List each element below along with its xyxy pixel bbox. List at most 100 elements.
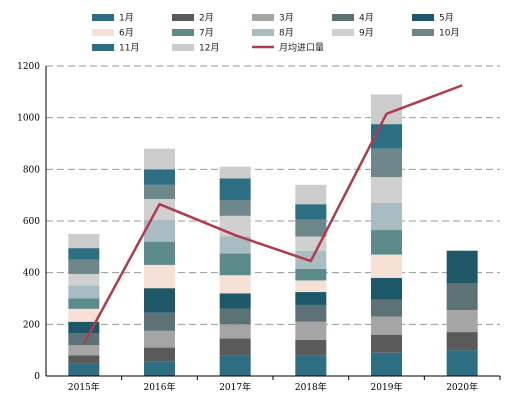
legend-swatch-2月 xyxy=(172,14,194,21)
legend-label-11月: 11月 xyxy=(119,43,139,54)
legend-swatch-10月 xyxy=(412,29,434,36)
legend-label-10月: 10月 xyxy=(439,28,459,39)
bar-2019年-1月 xyxy=(371,352,402,376)
bar-2016年-12月 xyxy=(144,148,175,170)
bar-2016年-10月 xyxy=(144,184,175,200)
bar-2017年-6月 xyxy=(219,275,251,294)
bar-2018年-12月 xyxy=(295,184,327,205)
line-月均进口量 xyxy=(82,84,463,345)
bar-2019年-9月 xyxy=(371,177,402,203)
bar-2017年-7月 xyxy=(219,253,251,276)
bar-2017年-10月 xyxy=(219,200,251,216)
bar-2015年-10月 xyxy=(68,259,100,274)
bar-2018年-1月 xyxy=(295,355,327,376)
legend-swatch-4月 xyxy=(332,14,354,21)
y-tick-label-400: 400 xyxy=(23,269,40,279)
bar-2016年-9月 xyxy=(144,199,175,220)
line-series xyxy=(82,84,463,345)
bar-2015年-2月 xyxy=(68,355,100,364)
x-tick-label-2016年: 2016年 xyxy=(144,381,176,393)
bar-2019年-2月 xyxy=(371,334,402,353)
bar-2018年-2月 xyxy=(295,339,327,356)
bar-2017年-5月 xyxy=(219,293,251,309)
bar-2016年-7月 xyxy=(144,241,175,265)
bar-2017年-2月 xyxy=(219,338,251,356)
x-tick-label-2020年: 2020年 xyxy=(446,381,478,393)
bar-2016年-8月 xyxy=(144,219,175,242)
bar-2016年-3月 xyxy=(144,330,175,348)
bar-2016年-4月 xyxy=(144,312,175,331)
bar-2020年-5月 xyxy=(446,250,478,283)
bar-2017年-12月 xyxy=(219,166,251,179)
legend-label-12月: 12月 xyxy=(199,43,219,54)
y-tick-label-1200: 1200 xyxy=(17,62,40,72)
bar-2015年-7月 xyxy=(68,298,100,309)
y-tick-label-600: 600 xyxy=(23,217,40,227)
x-tick-label-2015年: 2015年 xyxy=(68,381,100,393)
bar-2020年-3月 xyxy=(446,310,478,333)
bar-2020年-4月 xyxy=(446,283,478,311)
bar-2016年-2月 xyxy=(144,347,175,362)
bar-2019年-6月 xyxy=(371,254,402,278)
bar-2015年-11月 xyxy=(68,248,100,260)
bar-2015年-6月 xyxy=(68,308,100,322)
bar-2018年-3月 xyxy=(295,321,327,340)
legend-label-1月: 1月 xyxy=(119,13,134,24)
y-tick-label-200: 200 xyxy=(23,320,40,330)
bar-2017年-9月 xyxy=(219,215,251,237)
legend-swatch-12月 xyxy=(172,44,194,51)
bar-2020年-1月 xyxy=(446,350,478,376)
bar-2018年-11月 xyxy=(295,204,327,220)
bar-2018年-5月 xyxy=(295,292,327,305)
bar-2017年-4月 xyxy=(219,308,251,325)
bar-2015年-12月 xyxy=(68,233,100,249)
y-tick-label-800: 800 xyxy=(23,165,40,175)
bar-2019年-10月 xyxy=(371,148,402,178)
bar-2019年-5月 xyxy=(371,277,402,300)
bar-2018年-4月 xyxy=(295,304,327,322)
legend-label-2月: 2月 xyxy=(199,13,214,24)
legend-label-3月: 3月 xyxy=(279,13,294,24)
y-tick-label-1000: 1000 xyxy=(17,114,40,124)
bar-2015年-8月 xyxy=(68,285,100,299)
legend-label-5月: 5月 xyxy=(439,13,454,24)
legend-label-4月: 4月 xyxy=(359,13,374,24)
y-tick-label-0: 0 xyxy=(34,372,40,382)
legend-label-9月: 9月 xyxy=(359,28,374,39)
bar-2019年-7月 xyxy=(371,230,402,255)
axes: 0 200 400 600 800 1000 1200 2015年 2016年 2017年 2018… xyxy=(17,62,501,393)
legend-swatch-3月 xyxy=(252,14,274,21)
legend: 1月 2月 3月 4月 5月 6月 7月 8月 9月 10月 11月 12月 月均进口量 xyxy=(92,13,459,54)
bar-2017年-8月 xyxy=(219,236,251,254)
bar-2015年-9月 xyxy=(68,273,100,286)
legend-swatch-11月 xyxy=(92,44,114,51)
bar-2018年-6月 xyxy=(295,280,327,293)
bar-2017年-1月 xyxy=(219,355,251,376)
legend-label-7月: 7月 xyxy=(199,28,214,39)
bar-2017年-3月 xyxy=(219,324,251,339)
bar-2019年-8月 xyxy=(371,202,402,231)
x-tick-label-2019年: 2019年 xyxy=(371,381,403,393)
bar-2018年-7月 xyxy=(295,268,327,281)
legend-swatch-7月 xyxy=(172,29,194,36)
legend-swatch-8月 xyxy=(252,29,274,36)
legend-label-月均进口量: 月均进口量 xyxy=(279,42,324,54)
x-tick-label-2018年: 2018年 xyxy=(295,381,327,393)
bar-2016年-6月 xyxy=(144,264,175,289)
bar-2016年-11月 xyxy=(144,169,175,185)
legend-swatch-9月 xyxy=(332,29,354,36)
bar-2015年-4月 xyxy=(68,333,100,345)
bar-2016年-1月 xyxy=(144,361,175,376)
legend-label-8月: 8月 xyxy=(279,28,294,39)
bar-2015年-5月 xyxy=(68,321,100,334)
legend-swatch-1月 xyxy=(92,14,114,21)
bar-2016年-5月 xyxy=(144,288,175,313)
bar-2019年-3月 xyxy=(371,316,402,335)
bar-2018年-10月 xyxy=(295,219,327,237)
bar-2015年-1月 xyxy=(68,363,100,376)
gridlines xyxy=(46,65,500,325)
bar-2019年-4月 xyxy=(371,299,402,317)
bar-2017年-11月 xyxy=(219,178,251,201)
legend-label-6月: 6月 xyxy=(119,28,134,39)
bars xyxy=(68,94,478,376)
